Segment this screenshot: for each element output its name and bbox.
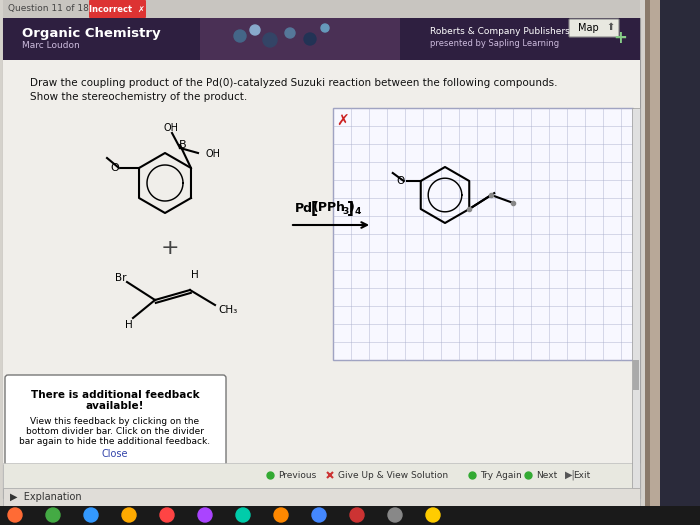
Bar — [3, 488, 640, 506]
Text: Give Up & View Solution: Give Up & View Solution — [338, 470, 448, 479]
Text: 4: 4 — [355, 206, 361, 215]
Text: Incorrect  ✗: Incorrect ✗ — [89, 5, 145, 14]
Bar — [3, 0, 640, 18]
Text: Map: Map — [578, 23, 598, 33]
Text: H: H — [191, 270, 199, 280]
Bar — [660, 0, 700, 525]
Bar — [333, 108, 633, 360]
Text: ⬆: ⬆ — [606, 22, 614, 32]
Circle shape — [160, 508, 174, 522]
Text: Try Again: Try Again — [480, 470, 522, 479]
Text: Exit: Exit — [573, 470, 590, 479]
Text: ): ) — [349, 202, 355, 215]
Bar — [650, 0, 665, 525]
FancyBboxPatch shape — [89, 0, 146, 18]
Circle shape — [312, 508, 326, 522]
Circle shape — [321, 24, 329, 32]
Text: +: + — [613, 29, 627, 47]
Circle shape — [350, 508, 364, 522]
Text: CH₃: CH₃ — [218, 305, 237, 315]
Text: O: O — [111, 163, 119, 173]
Text: Roberts & Company Publishers: Roberts & Company Publishers — [430, 27, 570, 37]
Text: Marc Loudon: Marc Loudon — [22, 41, 80, 50]
Circle shape — [388, 508, 402, 522]
Text: 3: 3 — [342, 206, 349, 215]
Text: H: H — [125, 320, 133, 330]
Circle shape — [285, 28, 295, 38]
Circle shape — [250, 25, 260, 35]
Text: Draw the coupling product of the Pd(0)-catalyzed Suzuki reaction between the fol: Draw the coupling product of the Pd(0)-c… — [30, 78, 557, 88]
Text: View this feedback by clicking on the: View this feedback by clicking on the — [30, 416, 200, 425]
Bar — [640, 0, 700, 525]
Text: ]: ] — [347, 201, 354, 215]
Bar — [3, 463, 640, 488]
Text: bar again to hide the additional feedback.: bar again to hide the additional feedbac… — [20, 436, 211, 446]
Text: Previous: Previous — [278, 470, 316, 479]
FancyBboxPatch shape — [569, 19, 619, 37]
Text: Question 11 of 18: Question 11 of 18 — [8, 5, 89, 14]
Circle shape — [274, 508, 288, 522]
Circle shape — [426, 508, 440, 522]
Circle shape — [304, 33, 316, 45]
Text: Organic Chemistry: Organic Chemistry — [22, 26, 160, 39]
Text: OH: OH — [164, 123, 178, 133]
Text: presented by Sapling Learning: presented by Sapling Learning — [430, 39, 559, 48]
Circle shape — [198, 508, 212, 522]
Circle shape — [84, 508, 98, 522]
Text: B: B — [179, 140, 187, 150]
Bar — [633, 360, 639, 390]
Circle shape — [236, 508, 250, 522]
Text: O: O — [396, 176, 405, 186]
Bar — [0, 506, 700, 525]
Text: ✗: ✗ — [336, 114, 349, 129]
Circle shape — [263, 33, 277, 47]
Text: Show the stereochemistry of the product.: Show the stereochemistry of the product. — [30, 92, 247, 102]
Circle shape — [122, 508, 136, 522]
Bar — [200, 18, 400, 60]
Circle shape — [46, 508, 60, 522]
Circle shape — [8, 508, 22, 522]
Text: ▶|: ▶| — [565, 470, 575, 480]
FancyBboxPatch shape — [5, 375, 226, 466]
Text: +: + — [161, 238, 179, 258]
Text: OH: OH — [205, 149, 220, 159]
Text: Close: Close — [102, 449, 128, 459]
Bar — [632, 108, 640, 488]
Text: There is additional feedback: There is additional feedback — [31, 390, 200, 400]
Text: Pd: Pd — [295, 202, 313, 215]
Text: bottom divider bar. Click on the divider: bottom divider bar. Click on the divider — [26, 426, 204, 436]
Text: ▶  Explanation: ▶ Explanation — [10, 492, 82, 502]
Bar — [3, 60, 640, 465]
Text: available!: available! — [85, 401, 144, 411]
Bar — [3, 18, 640, 60]
Circle shape — [234, 30, 246, 42]
Text: (PPh: (PPh — [313, 202, 346, 215]
Text: Br: Br — [116, 273, 127, 283]
Text: Next: Next — [536, 470, 557, 479]
Text: [: [ — [311, 201, 318, 215]
